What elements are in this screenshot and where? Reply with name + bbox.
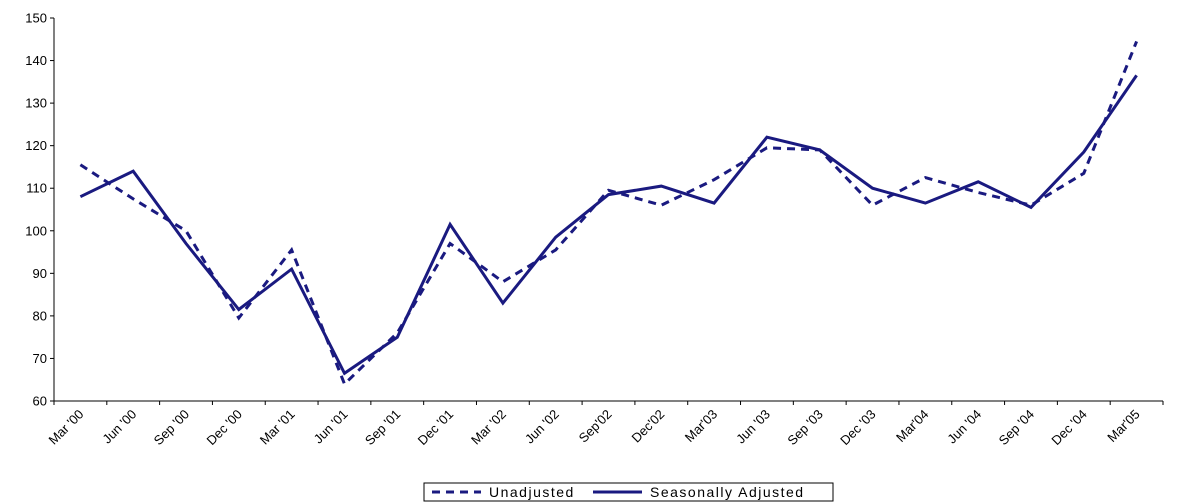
x-axis-ticks: Mar '00 Jun '00 Sep '00 Dec '00 Mar '01 Jun '… (46, 401, 1164, 448)
y-tick-label: 80 (33, 308, 47, 323)
y-tick-label: 100 (25, 223, 47, 238)
y-tick-label: 90 (33, 266, 47, 281)
y-tick-label: 150 (25, 11, 47, 26)
x-tick-label: Mar '02 (468, 407, 509, 448)
x-tick-label: Mar '01 (257, 407, 298, 448)
x-tick-label: Sep '00 (151, 407, 192, 448)
x-tick-label: Jun '03 (733, 407, 773, 447)
legend-label-seasonally-adjusted: Seasonally Adjusted (650, 484, 805, 500)
series-group (79, 40, 1138, 387)
y-tick-label: 110 (26, 181, 47, 196)
y-axis-ticks: 60 70 80 90 100 110 120 130 140 150 (25, 11, 54, 409)
x-tick-label: Jun '04 (944, 407, 984, 447)
x-tick-label: Sep '04 (996, 407, 1037, 448)
x-tick-label: Sep '03 (784, 407, 825, 448)
y-tick-label: 70 (33, 351, 47, 366)
y-tick-label: 130 (25, 96, 47, 111)
x-tick-label: Jun '02 (522, 407, 562, 447)
x-tick-label: Mar'03 (682, 407, 720, 445)
x-tick-label: Mar '00 (46, 407, 87, 448)
x-tick-label: Sep'02 (576, 407, 615, 446)
y-tick-label: 140 (25, 53, 47, 68)
x-tick-label: Jun '01 (311, 407, 351, 447)
x-tick-label: Sep '01 (362, 407, 403, 448)
x-tick-label: Dec '03 (837, 407, 878, 448)
series-line-seasonally-adjusted (79, 74, 1138, 376)
series-line-unadjusted (79, 40, 1138, 387)
x-tick-label: Jun '00 (99, 407, 139, 447)
axes (53, 18, 1163, 402)
x-tick-label: Mar'05 (1104, 407, 1142, 445)
y-tick-label: 120 (25, 138, 47, 153)
legend: Unadjusted Seasonally Adjusted (423, 482, 834, 502)
x-tick-label: Dec'02 (628, 407, 667, 446)
x-tick-label: Mar'04 (893, 407, 931, 445)
x-tick-label: Dec '00 (203, 407, 244, 448)
y-tick-label: 60 (33, 394, 47, 409)
x-tick-label: Dec '01 (415, 407, 456, 448)
x-tick-label: Dec '04 (1048, 407, 1089, 448)
legend-label-unadjusted: Unadjusted (489, 484, 575, 500)
